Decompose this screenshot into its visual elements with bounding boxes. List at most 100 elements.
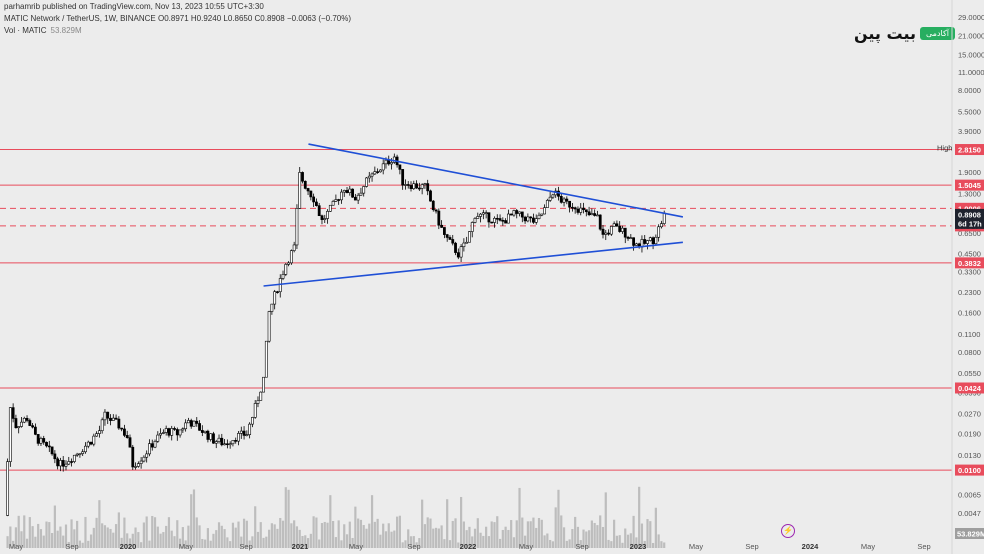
candle-body	[495, 217, 499, 220]
candle-body	[337, 199, 341, 201]
volume-bar	[76, 520, 79, 548]
volume-bar	[501, 529, 504, 548]
volume-bar	[290, 523, 293, 548]
candle-body	[545, 200, 549, 208]
candle-body	[501, 220, 505, 222]
volume-bar	[498, 538, 502, 548]
candle-body	[648, 237, 652, 241]
volume-bar	[376, 518, 379, 548]
lightning-icon[interactable]: ⚡	[781, 524, 795, 538]
volume-bar	[482, 535, 485, 548]
candle-body	[84, 445, 87, 453]
level-price-tag-label: 0.3832	[958, 259, 981, 268]
volume-bar	[92, 527, 95, 548]
volume-bar	[245, 520, 248, 548]
volume-bar	[184, 540, 187, 548]
volume-bar	[268, 529, 271, 548]
x-tick-label: May	[689, 542, 703, 551]
candle-body	[359, 192, 363, 196]
volume-bar	[415, 542, 418, 548]
volume-bar	[426, 517, 429, 548]
candle-body	[565, 198, 569, 202]
volume-bar	[657, 534, 660, 548]
candle-body	[195, 420, 199, 424]
level-price-tag-label: 1.0006	[958, 204, 981, 213]
volume-bar	[276, 528, 279, 548]
trendline-lower	[263, 241, 683, 287]
volume-bar	[101, 523, 104, 548]
volume-bar	[142, 522, 146, 548]
volume-bar	[390, 531, 393, 548]
volume-bar	[167, 517, 171, 548]
countdown-label: 6d 17h	[958, 219, 982, 228]
volume-bar	[162, 532, 165, 548]
volume-bar	[89, 534, 93, 548]
y-tick-label: 0.6500	[958, 229, 981, 238]
candle-body	[295, 208, 299, 246]
candle-body	[623, 227, 627, 238]
candle-body	[242, 430, 246, 436]
volume-bar	[12, 540, 15, 548]
volume-bar	[549, 539, 552, 548]
candle-body	[259, 391, 263, 401]
candle-body	[175, 429, 179, 436]
volume-bar	[106, 527, 109, 548]
candle-body	[220, 437, 224, 446]
volume-bar	[301, 535, 304, 548]
symbol-name[interactable]: MATIC Network / TetherUS, 1W, BINANCE	[4, 14, 156, 23]
volume-bar	[582, 529, 585, 548]
candle-body	[356, 194, 360, 201]
candle-body	[490, 221, 494, 224]
x-tick-label: Sep	[407, 542, 420, 551]
candle-body	[234, 440, 238, 442]
x-tick-label: 2023	[630, 542, 647, 551]
candle-body	[626, 236, 630, 239]
brand-name: بیت پین	[854, 23, 916, 43]
y-tick-label: 3.9000	[958, 127, 981, 136]
candle-body	[434, 209, 438, 212]
candle-body	[526, 216, 530, 222]
candle-body	[198, 423, 201, 431]
candle-body	[604, 232, 608, 235]
volume-bar	[259, 522, 262, 548]
candle-body	[476, 216, 480, 219]
candle-body	[237, 433, 240, 442]
candle-body	[328, 204, 332, 212]
candle-body	[576, 208, 580, 213]
candle-body	[596, 214, 599, 217]
volume-bar	[540, 519, 543, 548]
volume-bar	[446, 499, 449, 548]
candle-body	[86, 441, 90, 447]
candle-body	[373, 171, 377, 175]
candle-body	[342, 190, 346, 193]
candle-body	[125, 435, 129, 438]
volume-bar	[607, 539, 610, 548]
ohlc-values: O0.8971 H0.9240 L0.8650 C0.8908 −0.0063 …	[157, 14, 352, 23]
volume-label[interactable]: Vol · MATIC	[4, 26, 47, 35]
candle-body	[470, 222, 474, 232]
trendline-upper	[308, 143, 684, 218]
volume-bar	[651, 542, 655, 548]
candle-body	[262, 376, 265, 393]
volume-bar	[357, 518, 360, 548]
volume-bar	[17, 515, 20, 548]
volume-bar	[220, 525, 223, 548]
volume-bar	[601, 526, 605, 548]
volume-bar	[231, 522, 235, 548]
volume-bar	[462, 521, 465, 548]
candle-body	[379, 169, 382, 173]
candle-body	[548, 196, 552, 201]
candle-body	[621, 227, 624, 232]
candle-body	[523, 216, 527, 222]
volume-bar	[37, 523, 40, 548]
volume-bar	[451, 520, 454, 548]
candle-body	[72, 454, 76, 462]
candle-body	[409, 185, 413, 189]
volume-bar	[87, 540, 90, 548]
volume-value: 53.829M	[50, 26, 82, 35]
volume-bar	[554, 507, 557, 548]
candle-body	[367, 175, 371, 179]
volume-bar	[432, 528, 435, 548]
volume-bar	[510, 520, 513, 548]
